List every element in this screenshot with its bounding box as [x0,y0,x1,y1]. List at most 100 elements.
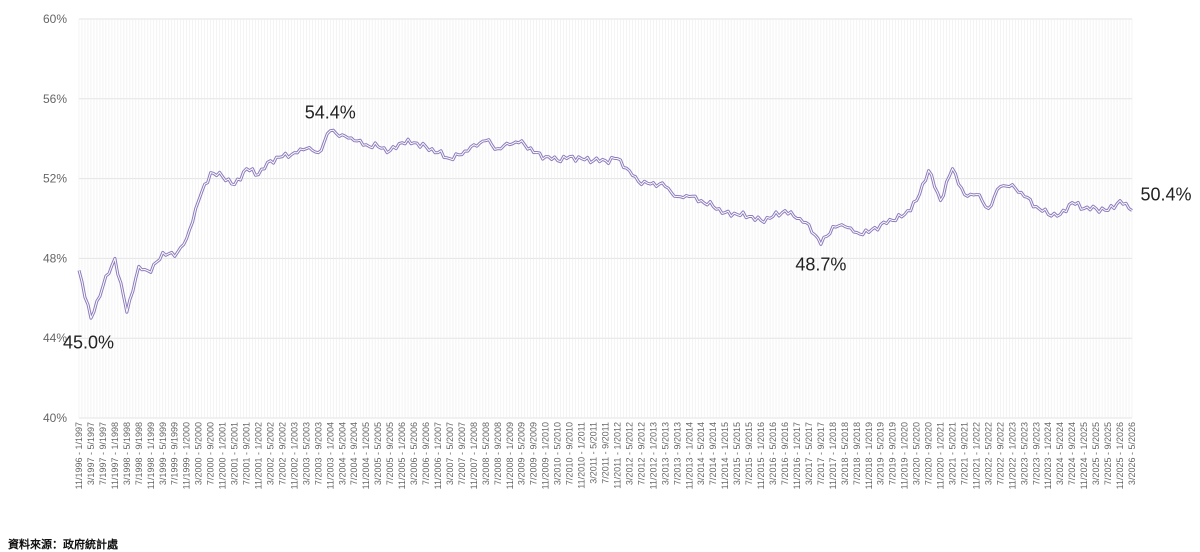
x-tick-label: 11/2004 - 1/2005 [361,422,371,489]
x-tick-label: 7/2018 - 9/2018 [852,422,862,485]
x-tick-label: 11/2015 - 1/2016 [756,422,766,489]
x-tick-label: 7/2024 - 9/2024 [1067,422,1077,485]
data-label: 50.4% [1140,185,1191,205]
x-tick-label: 3/2015 - 5/2015 [732,422,742,485]
x-tick-label: 11/2001 - 1/2002 [253,422,263,489]
x-tick-label: 11/2010 - 1/2011 [577,422,587,489]
vertical-gridlines [78,19,1133,418]
x-tick-label: 11/2005 - 1/2006 [397,422,407,489]
x-tick-label: 7/2022 - 9/2022 [995,422,1005,485]
y-tick-label: 52% [43,172,67,186]
data-label-annotations: 45.0% 54.4% 48.7% 50.4% [63,103,1192,353]
x-tick-label: 11/2008 - 1/2009 [505,422,515,489]
x-tick-label: 11/2021 - 1/2022 [971,422,981,489]
x-tick-label: 3/2017 - 5/2017 [804,422,814,485]
x-tick-label: 3/1999 - 5/1999 [158,422,168,485]
x-tick-label: 7/2005 - 9/2005 [385,422,395,485]
x-tick-label: 3/2007 - 5/2007 [445,422,455,485]
data-source-note: 資料來源：政府統計處 [8,538,118,551]
y-tick-label: 48% [43,251,67,265]
x-tick-label: 11/1999 - 1/2000 [182,422,192,489]
x-tick-label: 11/2023 - 1/2024 [1043,422,1053,489]
x-tick-label: 7/2016 - 9/2016 [780,422,790,485]
x-tick-label: 3/2019 - 5/2019 [876,422,886,485]
y-tick-label: 44% [43,331,67,345]
x-tick-label: 3/2009 - 5/2009 [517,422,527,485]
x-tick-label: 3/2008 - 5/2008 [481,422,491,485]
x-tick-label: 11/2025 - 1/2026 [1115,422,1125,489]
x-tick-label: 3/2022 - 5/2022 [983,422,993,485]
x-tick-label: 7/2003 - 9/2003 [313,422,323,485]
x-tick-label: 3/2000 - 5/2000 [194,422,204,485]
y-tick-label: 56% [43,92,67,106]
x-tick-label: 11/2007 - 1/2008 [469,422,479,489]
x-tick-label: 11/2002 - 1/2003 [289,422,299,489]
x-tick-label: 3/2023 - 5/2023 [1019,422,1029,485]
x-tick-label: 3/2005 - 5/2005 [373,422,383,485]
series-line [78,129,1133,319]
x-tick-label: 3/2020 - 5/2020 [912,422,922,485]
x-tick-label: 7/2014 - 9/2014 [708,422,718,485]
x-tick-label: 7/2019 - 9/2019 [888,422,898,485]
x-tick-label: 3/2013 - 5/2013 [660,422,670,485]
x-tick-label: 3/2010 - 5/2010 [553,422,563,485]
y-axis-tick-labels: 40% 44% 48% 52% 56% 60% [43,12,67,425]
x-tick-label: 7/2025 - 9/2025 [1103,422,1113,485]
x-tick-label: 3/1997 - 5/1997 [86,422,96,485]
x-tick-label: 7/1999 - 9/1999 [170,422,180,485]
x-tick-label: 7/2020 - 9/2020 [924,422,934,485]
x-tick-label: 7/2006 - 9/2006 [421,422,431,485]
x-tick-label: 7/2017 - 9/2017 [816,422,826,485]
x-tick-label: 7/2008 - 9/2008 [493,422,503,485]
x-tick-label: 11/2020 - 1/2021 [936,422,946,489]
x-tick-label: 3/2014 - 5/2014 [696,422,706,485]
x-tick-label: 3/2001 - 5/2001 [230,422,240,485]
x-tick-label: 3/2026 - 5/2026 [1127,422,1137,485]
y-tick-label: 40% [43,411,67,425]
x-tick-label: 7/2010 - 9/2010 [565,422,575,485]
x-tick-label: 3/2025 - 5/2025 [1091,422,1101,485]
x-tick-label: 7/2013 - 9/2013 [672,422,682,485]
x-tick-label: 11/2019 - 1/2020 [900,422,910,489]
x-tick-label: 7/2002 - 9/2002 [277,422,287,485]
x-tick-label: 11/2016 - 1/2017 [792,422,802,489]
x-tick-label: 11/2022 - 1/2023 [1007,422,1017,489]
x-tick-label: 7/2011 - 9/2011 [601,422,611,484]
y-tick-label: 60% [43,12,67,26]
x-tick-label: 11/2018 - 1/2019 [864,422,874,489]
x-tick-label: 11/1997 - 1/1998 [110,422,120,489]
x-tick-label: 11/2014 - 1/2015 [720,422,730,489]
x-tick-label: 3/2011 - 5/2011 [589,422,599,484]
x-tick-label: 7/2012 - 9/2012 [636,422,646,485]
x-tick-label: 11/2009 - 1/2010 [541,422,551,489]
x-tick-label: 7/2021 - 9/2021 [959,422,969,485]
x-tick-label: 7/2000 - 9/2000 [206,422,216,485]
x-tick-label: 11/2006 - 1/2007 [433,422,443,489]
x-tick-label: 11/2003 - 1/2004 [325,422,335,489]
x-tick-label: 7/2007 - 9/2007 [457,422,467,485]
x-tick-label: 11/2011 - 1/2012 [612,422,622,489]
x-tick-label: 3/2004 - 5/2004 [337,422,347,485]
x-tick-label: 3/2016 - 5/2016 [768,422,778,485]
data-label: 45.0% [63,332,114,352]
x-tick-label: 7/2015 - 9/2015 [744,422,754,485]
x-tick-label: 7/1998 - 9/1998 [134,422,144,485]
x-tick-label: 7/2004 - 9/2004 [349,422,359,485]
x-tick-label: 3/2018 - 5/2018 [840,422,850,485]
x-tick-label: 11/1998 - 1/1999 [146,422,156,489]
x-tick-label: 11/2000 - 1/2001 [218,422,228,489]
x-tick-label: 3/2006 - 5/2006 [409,422,419,485]
series-line-group [77,128,1133,320]
x-tick-label: 11/2024 - 1/2025 [1079,422,1089,489]
x-tick-label: 3/2021 - 5/2021 [948,422,958,485]
x-tick-label: 7/2009 - 9/2009 [529,422,539,485]
x-tick-label: 7/2023 - 9/2023 [1031,422,1041,485]
x-tick-label: 7/1997 - 9/1997 [98,422,108,485]
x-tick-label: 3/2024 - 5/2024 [1055,422,1065,485]
x-tick-label: 11/2013 - 1/2014 [684,422,694,489]
x-tick-label: 11/2012 - 1/2013 [648,422,658,489]
x-tick-label: 7/2001 - 9/2001 [242,422,252,485]
x-axis-tick-labels: 11/1996 - 1/1997 3/1997 - 5/1997 7/1997 - … [74,422,1137,489]
x-tick-label: 11/1996 - 1/1997 [74,422,84,489]
